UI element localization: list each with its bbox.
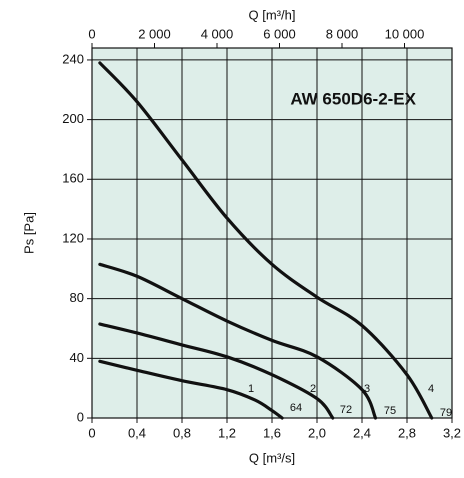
y-tick-label: 40 xyxy=(70,350,84,365)
efficiency-label: 79 xyxy=(440,407,452,419)
y-axis-label: Ps [Pa] xyxy=(21,212,36,254)
y-tick-label: 240 xyxy=(62,51,84,66)
x2-tick-label: 2 000 xyxy=(138,26,171,41)
x-tick-label: 1,2 xyxy=(218,425,236,440)
x2-tick-label: 10 000 xyxy=(385,26,425,41)
curve-label: 4 xyxy=(428,383,434,395)
efficiency-label: 75 xyxy=(384,405,396,417)
y-tick-label: 160 xyxy=(62,171,84,186)
fan-curve xyxy=(98,61,434,420)
x-tick-label: 3,2 xyxy=(443,425,461,440)
y-tick-label: 80 xyxy=(70,290,84,305)
y-tick-label: 200 xyxy=(62,111,84,126)
x-tick-label: 2,0 xyxy=(308,425,326,440)
x-tick-label: 0,4 xyxy=(128,425,146,440)
fan-curve xyxy=(98,359,284,420)
x2-tick-label: 4 000 xyxy=(201,26,234,41)
efficiency-label: 72 xyxy=(340,404,352,416)
x-tick-label: 2,8 xyxy=(398,425,416,440)
x-tick-label: 2,4 xyxy=(353,425,371,440)
efficiency-label: 64 xyxy=(290,402,302,414)
fan-curve xyxy=(98,262,378,420)
curve-label: 1 xyxy=(248,383,254,395)
x-tick-label: 0,8 xyxy=(173,425,191,440)
x-tick-label: 0 xyxy=(88,425,95,440)
x2-tick-label: 0 xyxy=(88,26,95,41)
chart-title: AW 650D6-2-EX xyxy=(290,89,416,108)
y-tick-label: 0 xyxy=(77,409,84,424)
x2-tick-label: 8 000 xyxy=(326,26,359,41)
x2-tick-label: 6 000 xyxy=(263,26,296,41)
fan-curve xyxy=(98,322,335,420)
x-axis-label: Q [m³/s] xyxy=(249,450,295,465)
curve-label: 3 xyxy=(364,383,370,395)
x-tick-label: 1,6 xyxy=(263,425,281,440)
y-tick-label: 120 xyxy=(62,230,84,245)
x2-axis-label: Q [m³/h] xyxy=(249,7,296,22)
curve-label: 2 xyxy=(310,383,316,395)
